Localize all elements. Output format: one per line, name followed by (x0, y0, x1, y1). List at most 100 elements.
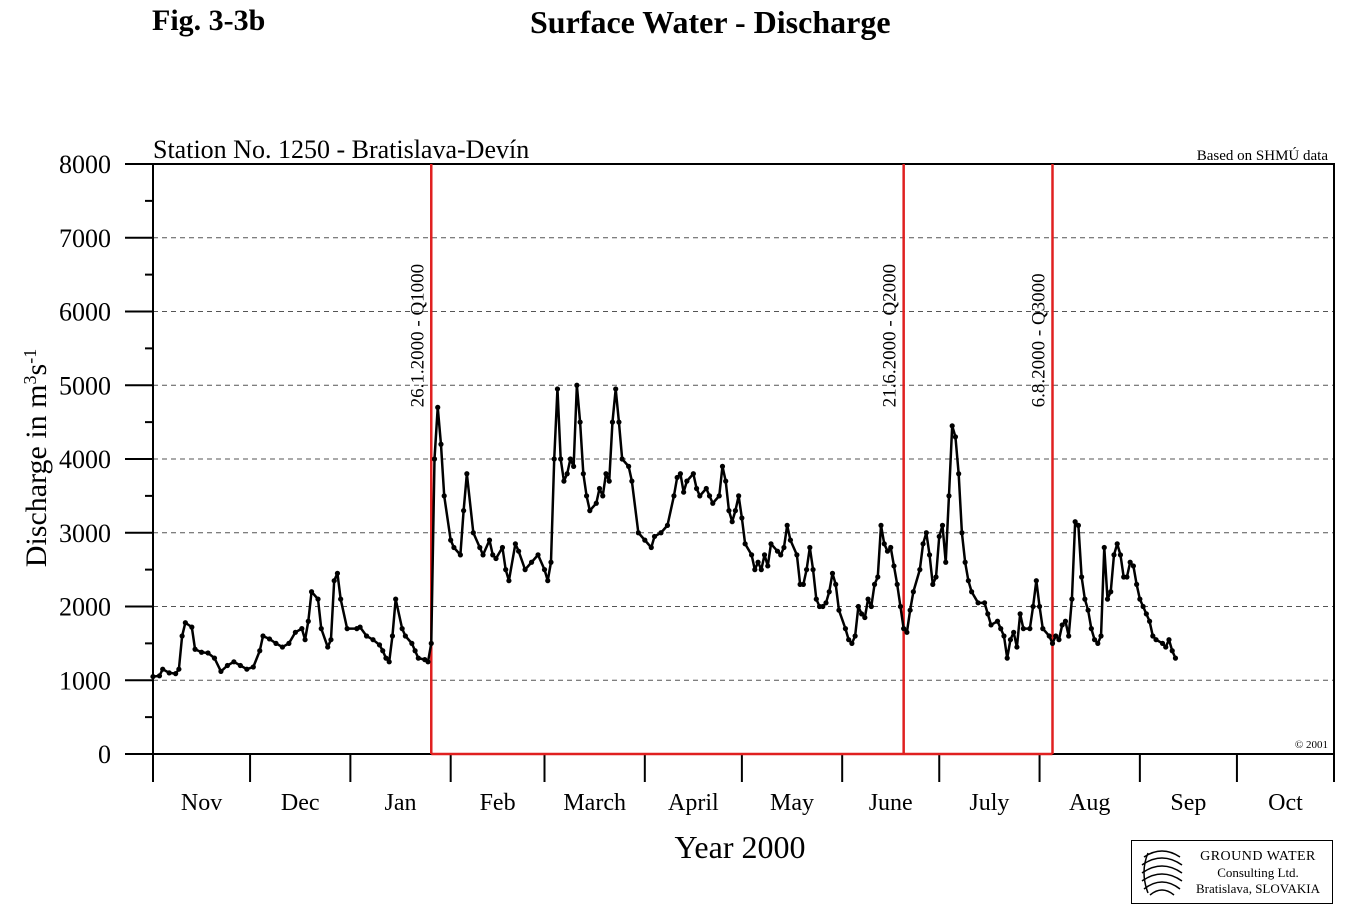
data-point (490, 552, 496, 558)
data-point (279, 644, 286, 650)
data-point (1053, 633, 1059, 639)
data-point (904, 629, 910, 635)
data-point (386, 659, 392, 665)
data-point (402, 633, 408, 639)
y-tick-label: 3000 (59, 519, 111, 548)
station-label: Station No. 1250 - Bratislava-Devín (153, 135, 529, 164)
data-point (600, 493, 606, 499)
data-point (849, 640, 855, 646)
data-point (910, 589, 916, 595)
data-point (1014, 644, 1020, 650)
data-point (616, 419, 622, 425)
data-point (859, 611, 865, 617)
data-point (318, 626, 324, 632)
data-point (855, 603, 861, 610)
data-point (933, 574, 939, 580)
data-point (884, 548, 891, 554)
data-point (920, 541, 926, 547)
data-point (357, 624, 363, 630)
x-tick-label: June (869, 790, 913, 816)
x-tick-label: April (668, 790, 719, 816)
data-point (726, 508, 732, 514)
data-point (748, 552, 755, 558)
data-point (684, 478, 690, 484)
data-point (182, 620, 188, 626)
event-label: 6.8.2000 - Q3000 (1029, 273, 1050, 407)
data-point (166, 670, 172, 676)
data-point (541, 567, 548, 573)
y-tick-label: 1000 (59, 666, 111, 695)
y-tick-label: 5000 (59, 371, 111, 400)
x-tick-label: July (969, 790, 1009, 816)
data-point (706, 493, 713, 499)
grid-layer (153, 237, 1334, 681)
y-tick-label: 2000 (59, 593, 111, 622)
data-point (486, 537, 493, 543)
data-point (888, 544, 894, 551)
data-point (829, 570, 836, 576)
data-point (988, 622, 994, 628)
data-point (571, 463, 577, 469)
data-point (648, 544, 654, 551)
data-point (833, 581, 839, 587)
data-point (334, 570, 341, 576)
data-point (784, 522, 790, 528)
data-point (286, 640, 292, 646)
data-point (1001, 633, 1007, 639)
data-point (302, 637, 308, 643)
data-point (891, 563, 897, 569)
data-point (742, 541, 748, 547)
data-point (697, 493, 703, 499)
data-point (299, 626, 305, 632)
data-point (150, 673, 156, 680)
data-point (1033, 578, 1039, 584)
data-point (739, 515, 745, 521)
data-point (959, 530, 965, 536)
data-point (451, 544, 457, 551)
data-point (176, 666, 182, 672)
data-point (881, 541, 887, 547)
data-point (548, 559, 554, 565)
data-point (1114, 541, 1120, 547)
data-point (1127, 559, 1133, 565)
data-point (939, 522, 946, 528)
data-point (1082, 596, 1088, 602)
y-axis-title: Discharge in m3s-1 (20, 349, 53, 567)
data-point (344, 626, 350, 632)
logo-line-2: Consulting Ltd. (1217, 865, 1299, 880)
data-point (956, 471, 962, 477)
data-point (551, 456, 557, 462)
data-point (425, 659, 431, 665)
x-tick-label: May (770, 790, 814, 816)
data-point (338, 596, 344, 602)
data-point (671, 493, 677, 499)
data-point (752, 567, 758, 573)
data-point (674, 474, 680, 481)
data-point (1040, 626, 1046, 632)
data-point (250, 664, 256, 670)
data-point (156, 673, 163, 679)
data-point (1069, 596, 1075, 602)
data-point (389, 633, 396, 639)
data-point (179, 633, 185, 639)
data-point (325, 644, 331, 650)
data-point (606, 478, 612, 484)
data-point (189, 624, 195, 630)
data-point (736, 493, 742, 499)
data-point (428, 640, 434, 646)
figure-number: Fig. 3-3b (152, 4, 266, 37)
data-point (946, 493, 952, 499)
data-point (1049, 640, 1056, 646)
data-point (516, 548, 522, 554)
x-tick-label: Feb (480, 790, 516, 816)
data-point (693, 485, 700, 492)
y-tick-label: 6000 (59, 298, 111, 327)
x-tick-label: Jan (385, 790, 417, 816)
data-point (448, 537, 454, 543)
data-point (393, 596, 399, 602)
data-point (1017, 611, 1023, 617)
data-point (926, 552, 933, 558)
data-point (376, 642, 383, 648)
data-point (813, 596, 819, 602)
axis-layer: 0 1000 2000 3000 4000 5000 6000 7000 8000 Nov Dec J… (59, 150, 1335, 816)
